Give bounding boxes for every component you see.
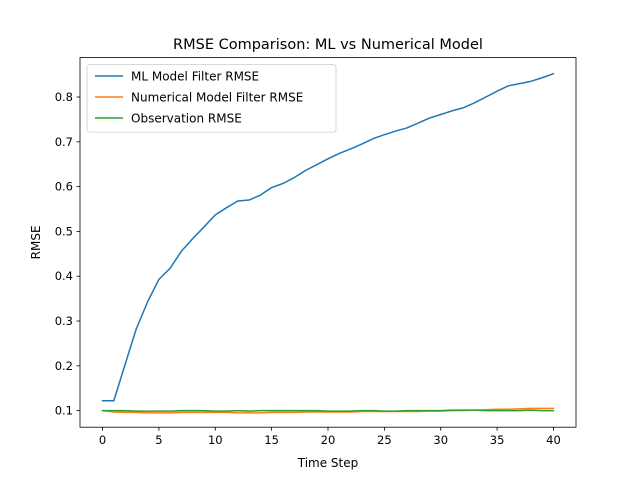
plot-lines — [101, 72, 555, 414]
x-tick-label: 40 — [546, 433, 561, 447]
x-tick-label: 20 — [321, 433, 336, 447]
y-tick-label: 0.7 — [55, 135, 73, 149]
x-tick-label: 10 — [208, 433, 223, 447]
x-axis-ticks: 0 5 10 15 20 25 30 35 40 — [99, 427, 561, 447]
y-axis-ticks: 0.1 0.2 0.3 0.4 0.5 0.6 0.7 0.8 — [55, 90, 80, 418]
legend-label-observation: Observation RMSE — [131, 112, 242, 126]
legend: ML Model Filter RMSE Numerical Model Fil… — [86, 64, 337, 133]
x-tick-label: 25 — [377, 433, 392, 447]
series-line-observation-rmse — [101, 409, 555, 412]
x-axis-label: Time Step — [297, 456, 359, 470]
chart-title: RMSE Comparison: ML vs Numerical Model — [173, 37, 483, 53]
series-line-ml-model-filter-rmse — [101, 72, 555, 402]
y-tick-label: 0.4 — [55, 269, 73, 283]
y-axis-label: RMSE — [29, 225, 43, 259]
x-tick-label: 35 — [490, 433, 505, 447]
y-tick-label: 0.8 — [55, 90, 73, 104]
x-tick-label: 30 — [433, 433, 448, 447]
legend-frame — [86, 64, 337, 133]
y-tick-label: 0.1 — [55, 404, 73, 418]
y-tick-label: 0.6 — [55, 180, 73, 194]
y-tick-label: 0.2 — [55, 359, 73, 373]
x-tick-label: 15 — [264, 433, 279, 447]
x-tick-label: 0 — [99, 433, 106, 447]
legend-label-numerical-model: Numerical Model Filter RMSE — [131, 91, 303, 105]
y-tick-label: 0.5 — [55, 224, 73, 238]
x-tick-label: 5 — [155, 433, 162, 447]
legend-label-ml-model: ML Model Filter RMSE — [131, 70, 259, 84]
y-tick-label: 0.3 — [55, 314, 73, 328]
